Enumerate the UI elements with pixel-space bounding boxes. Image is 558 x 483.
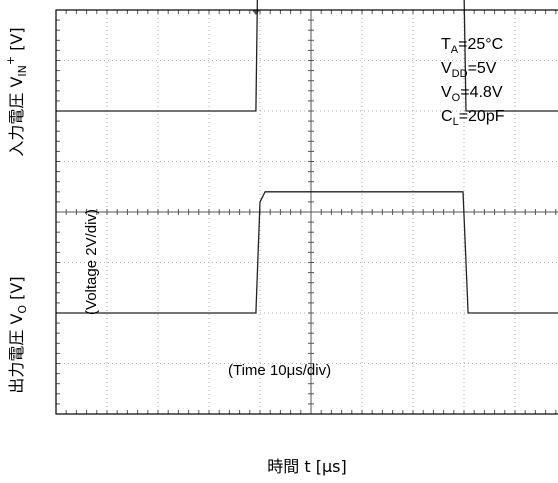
test-conditions: TA=25°C VDD=5V VO=4.8V CL=20pF	[441, 36, 505, 128]
trigger-marker	[251, 10, 260, 15]
condition-line: TA=25°C	[441, 36, 503, 56]
traces	[56, 0, 558, 314]
trace-output-voltage	[56, 191, 558, 314]
lower-y-axis-label: 出力電圧 VO [V]	[7, 276, 29, 393]
grid	[55, 9, 558, 415]
upper-y-axis-label: 入力電圧 VIN+ [V]	[4, 27, 29, 156]
x-division-annotation: (Time 10μs/div)	[228, 362, 331, 379]
condition-line: CL=20pF	[441, 108, 505, 128]
trace-input-voltage	[56, 0, 558, 112]
x-axis-label: 時間 t [μs]	[267, 457, 346, 476]
condition-line: VO=4.8V	[441, 84, 503, 104]
y-division-annotation: (Voltage 2V/div)	[83, 209, 100, 315]
condition-line: VDD=5V	[441, 60, 497, 80]
plot-frame	[55, 9, 558, 415]
